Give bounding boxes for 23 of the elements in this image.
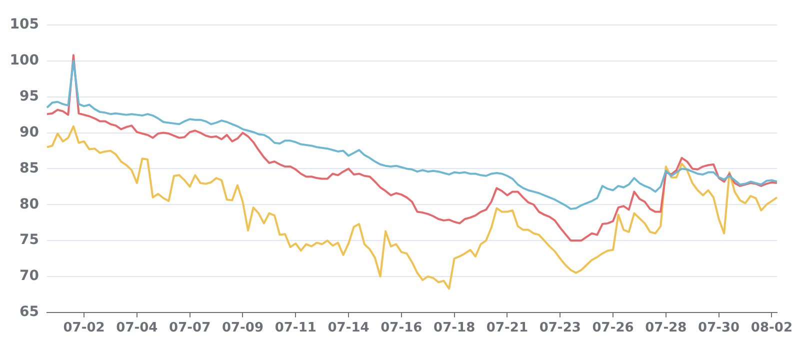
x-tick-label: 08-02 [750,320,792,336]
x-tick-label: 07-16 [380,320,422,336]
y-tick-label: 80 [20,196,40,212]
x-tick-label: 07-04 [116,320,158,336]
x-tick-label: 07-26 [592,320,634,336]
x-tick-label: 07-02 [63,320,105,336]
x-tick-label: 07-07 [169,320,211,336]
y-tick-label: 70 [20,268,40,284]
x-tick-label: 07-23 [539,320,581,336]
y-tick-label: 100 [10,52,40,69]
y-tick-label: 90 [20,124,40,140]
y-tick-label: 75 [20,232,39,248]
y-tick-label: 105 [10,16,39,33]
x-tick-label: 07-09 [222,320,264,336]
y-tick-label: 95 [20,88,39,104]
x-tick-label: 07-11 [274,320,316,336]
x-tick-label: 07-28 [645,320,687,336]
x-tick-label: 07-18 [434,320,476,336]
x-tick-label: 07-30 [698,320,740,336]
y-tick-label: 85 [20,160,39,176]
x-tick-label: 07-21 [486,320,528,336]
y-tick-label: 65 [20,304,39,320]
x-tick-label: 07-14 [328,320,370,336]
